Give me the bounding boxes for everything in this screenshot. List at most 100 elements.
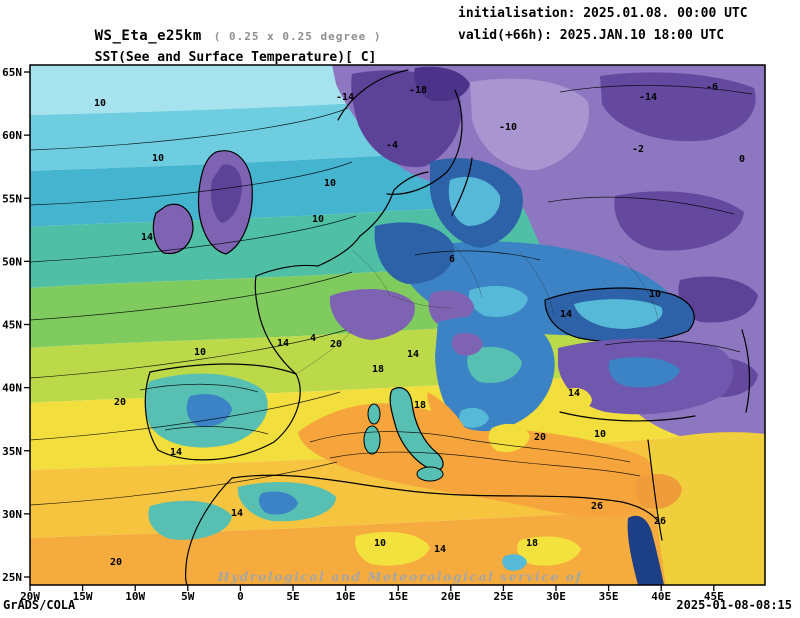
patch-alps-purple — [329, 288, 415, 340]
contour-label: 10 — [194, 347, 206, 358]
contour-line — [559, 85, 753, 95]
patch-egypt-yellow — [517, 536, 581, 566]
contour-label: 10 — [324, 178, 336, 189]
patch-levant-orange — [635, 473, 682, 509]
axes: 20W 15W 10W 5W 0 5E 10E 15E 20E 25E 30E 35E 40E 45E65… — [2, 66, 724, 603]
y-axis-label: 30N — [2, 508, 22, 521]
contour-label: 20 — [114, 397, 126, 408]
patch-greece-yellow — [488, 423, 530, 453]
contour-line — [414, 250, 541, 261]
y-axis-label: 65N — [2, 66, 22, 79]
region-red-sea — [627, 515, 664, 585]
y-axis-label: 40N — [2, 382, 22, 395]
contour-label: 10 — [374, 538, 386, 549]
border-line — [454, 245, 483, 299]
contour-line — [30, 215, 357, 263]
region-baltic-center — [448, 176, 501, 226]
region-middle-east — [650, 432, 765, 585]
contour-label: 4 — [310, 333, 316, 344]
region-sicily — [416, 466, 444, 482]
region-italy — [389, 387, 444, 471]
contour-label: 6 — [449, 254, 455, 265]
x-axis-label: 0 — [237, 590, 244, 603]
patch-egypt-cyan — [502, 554, 527, 571]
y-axis-label: 45N — [2, 319, 22, 332]
border-line — [295, 330, 353, 375]
patch-balkans-teal — [467, 346, 522, 384]
contour-label: 10 — [312, 214, 324, 225]
contour-line — [329, 451, 641, 477]
contour-label: -14 — [639, 92, 657, 103]
patch-aegean-cyan — [459, 407, 489, 428]
region-corsica — [367, 403, 381, 425]
coast-caspian — [741, 329, 751, 413]
contour-labels: 10 10 -14 -18 -4 -10 -14 -6 -2 0 10 10 14 6 10 14 4 14 20 1… — [94, 82, 745, 568]
init-time: initialisation: 2025.01.08. 00:00 UTC — [458, 6, 748, 21]
patch-libya-yellow — [355, 531, 430, 566]
contour-line — [30, 107, 349, 151]
contour-line — [30, 391, 341, 441]
contour-label: 14 — [434, 544, 446, 555]
contour-label: 10 — [649, 289, 661, 300]
render-timestamp: 2025-01-08-08:15 — [676, 598, 792, 612]
y-axis-label: 55N — [2, 192, 22, 205]
coast-turkey-south — [559, 411, 696, 422]
model-resolution: ( 0.25 x 0.25 degree ) — [213, 30, 382, 43]
grads-credit: GrADS/COLA — [3, 598, 76, 612]
contour-label: 18 — [526, 538, 538, 549]
region-russia-east-dark — [678, 276, 758, 323]
patch-iberia-blue — [186, 394, 232, 427]
contour-label: 26 — [654, 516, 666, 527]
header-right: initialisation: 2025.01.08. 00:00 UTC va… — [458, 3, 748, 47]
x-axis-label: 5W — [181, 590, 195, 603]
valid-time: valid(+66h): 2025.JAN.10 18:00 UTC — [458, 28, 725, 43]
contour-label: 10 — [94, 98, 106, 109]
y-axis-label: 25N — [2, 571, 22, 584]
coast-north-sea — [359, 171, 429, 237]
contour-label: 18 — [372, 364, 384, 375]
region-sardinia — [363, 425, 381, 455]
region-finland — [470, 78, 590, 171]
x-axis-label: 10E — [336, 590, 356, 603]
contour-lines — [30, 85, 753, 506]
patch-turkey-blue — [608, 357, 680, 388]
contour-line — [139, 383, 259, 393]
x-axis-label: 10W — [125, 590, 145, 603]
contour-label: 14 — [277, 338, 289, 349]
border-line — [519, 251, 555, 317]
coastlines — [144, 69, 751, 585]
contour-label: 26 — [591, 501, 603, 512]
contour-label: 20 — [330, 339, 342, 350]
x-axis-label: 45E — [704, 590, 724, 603]
contour-label: 20 — [534, 432, 546, 443]
contour-label: 20 — [110, 557, 122, 568]
contour-label: -18 — [409, 85, 427, 96]
region-ireland — [152, 203, 194, 255]
contour-label: 14 — [231, 508, 243, 519]
contour-line — [30, 329, 347, 379]
country-borders — [295, 245, 659, 375]
contour-line — [604, 340, 741, 353]
x-axis-label: 5E — [286, 590, 299, 603]
border-line — [619, 255, 659, 321]
contour-label: 14 — [568, 388, 580, 399]
coast-baltic-east — [451, 157, 473, 216]
patch-ukraine-cyan-1 — [468, 285, 528, 318]
coast-north-africa — [231, 474, 661, 525]
contour-label: 14 — [560, 309, 572, 320]
x-axis-label: 40E — [651, 590, 671, 603]
patch-algeria-blue — [258, 491, 298, 515]
contour-label: -10 — [499, 122, 517, 133]
coast-sweden — [386, 89, 463, 195]
border-line — [351, 249, 391, 297]
contour-label: 18 — [414, 400, 426, 411]
x-axis-label: 15E — [388, 590, 408, 603]
coast-iberia — [144, 363, 301, 461]
contour-label: 14 — [170, 447, 182, 458]
patch-germany-blue — [374, 222, 455, 284]
contour-label: -4 — [386, 140, 398, 151]
coast-morocco-atlantic — [184, 477, 233, 585]
contour-line — [30, 271, 353, 321]
